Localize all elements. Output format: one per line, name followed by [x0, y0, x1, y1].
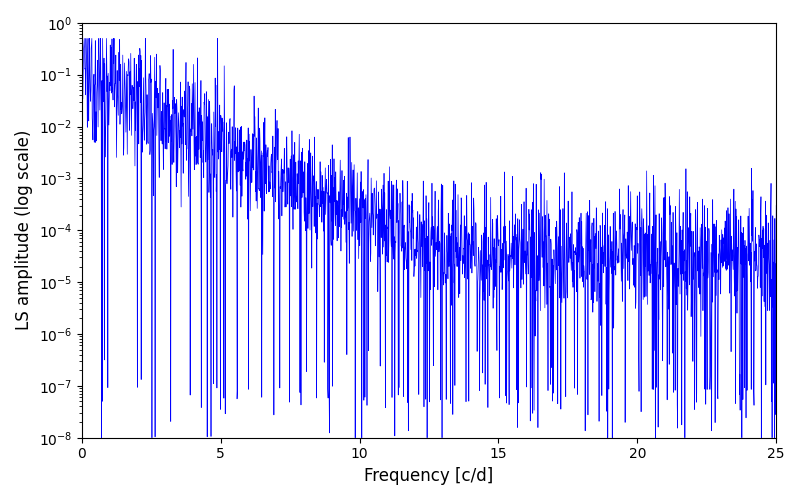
- Y-axis label: LS amplitude (log scale): LS amplitude (log scale): [15, 130, 33, 330]
- X-axis label: Frequency [c/d]: Frequency [c/d]: [364, 467, 494, 485]
